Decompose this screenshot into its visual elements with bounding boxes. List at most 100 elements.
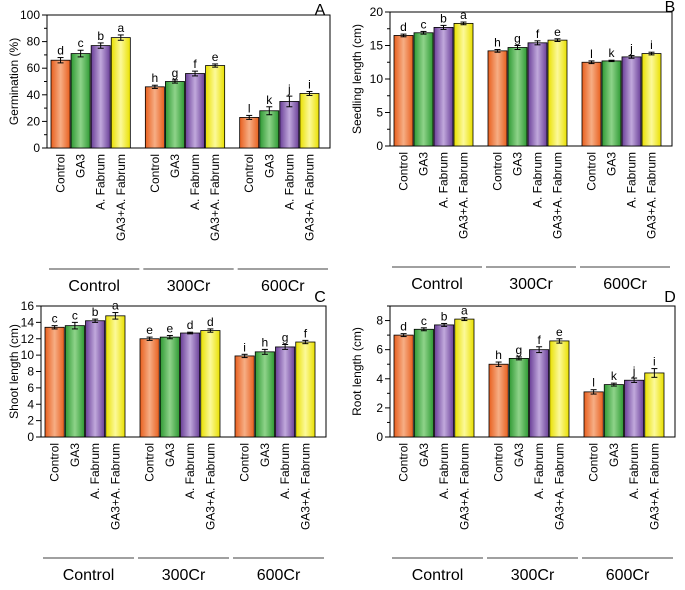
category-label: GA3+A. Fabrum xyxy=(108,443,122,530)
bar-C-2-1 xyxy=(254,351,275,438)
significance-letter: k xyxy=(266,93,273,107)
category-label: GA3 xyxy=(511,152,525,176)
significance-letter: g xyxy=(514,32,521,46)
significance-letter: c xyxy=(421,314,427,328)
significance-letter: j xyxy=(287,82,291,96)
panel-letter: A xyxy=(315,2,326,19)
bar-B-2-3 xyxy=(641,53,662,147)
significance-letter: d xyxy=(57,44,64,58)
bar-D-2-2 xyxy=(624,379,645,438)
category-label: A. Fabrum xyxy=(88,443,102,499)
significance-letter: h xyxy=(495,348,502,362)
significance-letter: e xyxy=(212,50,219,64)
bar-C-1-3 xyxy=(200,330,221,438)
category-label: GA3 xyxy=(74,154,88,178)
significance-letter: c xyxy=(78,36,84,50)
category-label: GA3+A. Fabrum xyxy=(114,154,128,241)
significance-letter: g xyxy=(172,66,179,80)
y-axis-title: Seedling length (cm) xyxy=(350,24,364,134)
y-tick-label: 12 xyxy=(21,332,35,346)
y-axis-title: Germination (%) xyxy=(7,38,21,125)
y-tick-label: 6 xyxy=(27,381,34,395)
bar-A-0-2 xyxy=(90,45,111,149)
category-label: A. Fabrum xyxy=(188,154,202,210)
y-axis-title: Shoot length (cm) xyxy=(7,324,21,419)
bar-B-2-1 xyxy=(601,60,622,147)
bar-D-1-0 xyxy=(488,363,509,438)
category-label: GA3+A. Fabrum xyxy=(208,154,222,241)
y-tick-label: 40 xyxy=(27,88,41,102)
bar-D-0-2 xyxy=(434,324,455,438)
bar-A-1-1 xyxy=(165,81,185,149)
category-label: GA3 xyxy=(607,443,621,467)
significance-letter: a xyxy=(112,299,119,313)
significance-letter: b xyxy=(441,309,448,323)
significance-letter: a xyxy=(460,8,467,22)
significance-letter: c xyxy=(52,312,58,326)
bar-A-1-3 xyxy=(205,65,226,149)
bar-B-1-0 xyxy=(487,50,508,147)
y-tick-label: 8 xyxy=(376,314,383,328)
group-label: 600Cr xyxy=(603,276,647,293)
category-label: Control xyxy=(54,154,68,193)
significance-letter: b xyxy=(97,29,104,43)
bar-B-0-2 xyxy=(433,27,454,147)
category-label: A. Fabrum xyxy=(278,443,292,499)
significance-letter: i xyxy=(243,340,246,354)
bar-C-0-2 xyxy=(85,320,106,438)
category-label: Control xyxy=(397,152,411,191)
category-label: GA3+A. Fabrum xyxy=(457,152,471,239)
bar-D-2-1 xyxy=(603,384,624,438)
group-label: 300Cr xyxy=(509,276,553,293)
bar-A-0-3 xyxy=(110,37,131,149)
category-label: GA3+A. Fabrum xyxy=(551,152,565,239)
category-label: GA3+A. Fabrum xyxy=(457,443,471,530)
significance-letter: e xyxy=(167,321,174,335)
bar-B-0-1 xyxy=(413,32,434,147)
category-label: GA3 xyxy=(605,152,619,176)
panel-letter: B xyxy=(665,0,676,16)
bar-C-0-0 xyxy=(44,326,65,438)
category-label: Control xyxy=(148,154,162,193)
y-tick-label: 0 xyxy=(27,430,34,444)
y-tick-label: 4 xyxy=(27,397,34,411)
y-tick-label: 4 xyxy=(376,372,383,386)
y-tick-label: 10 xyxy=(21,348,35,362)
bar-A-2-1 xyxy=(259,110,280,149)
bar-C-1-1 xyxy=(159,336,180,438)
bar-D-2-3 xyxy=(644,372,665,438)
significance-letter: h xyxy=(152,71,159,85)
chart-panel-A: 0 20 40 60 80 100 Germination (%) Ad Control c GA3… xyxy=(7,2,331,295)
significance-letter: i xyxy=(650,38,653,52)
category-label: GA3 xyxy=(512,443,526,467)
category-label: Control xyxy=(238,443,252,482)
bar-B-1-3 xyxy=(547,39,568,147)
bar-A-2-3 xyxy=(299,93,320,149)
significance-letter: l xyxy=(248,101,251,115)
y-tick-label: 10 xyxy=(370,72,384,86)
significance-letter: i xyxy=(653,355,656,369)
category-label: A. Fabrum xyxy=(437,443,451,499)
category-label: Control xyxy=(48,443,62,482)
group-label: 300Cr xyxy=(511,567,555,584)
bar-C-2-3 xyxy=(295,341,316,438)
significance-letter: f xyxy=(536,27,540,41)
y-tick-label: 14 xyxy=(21,315,35,329)
category-label: A. Fabrum xyxy=(627,443,641,499)
significance-letter: l xyxy=(592,376,595,390)
category-label: GA3 xyxy=(168,154,182,178)
category-label: Control xyxy=(397,443,411,482)
y-tick-label: 0 xyxy=(376,430,383,444)
category-label: GA3 xyxy=(68,443,82,467)
group-label: Control xyxy=(412,567,464,584)
category-label: A. Fabrum xyxy=(625,152,639,208)
category-label: Control xyxy=(587,443,601,482)
group-label: 600Cr xyxy=(257,567,301,584)
bar-C-0-1 xyxy=(64,325,85,438)
category-label: GA3 xyxy=(262,154,276,178)
significance-letter: h xyxy=(262,335,269,349)
y-tick-label: 8 xyxy=(27,365,34,379)
y-axis-title: Root length (cm) xyxy=(350,327,364,416)
significance-letter: j xyxy=(629,42,633,56)
category-label: A. Fabrum xyxy=(94,154,108,210)
